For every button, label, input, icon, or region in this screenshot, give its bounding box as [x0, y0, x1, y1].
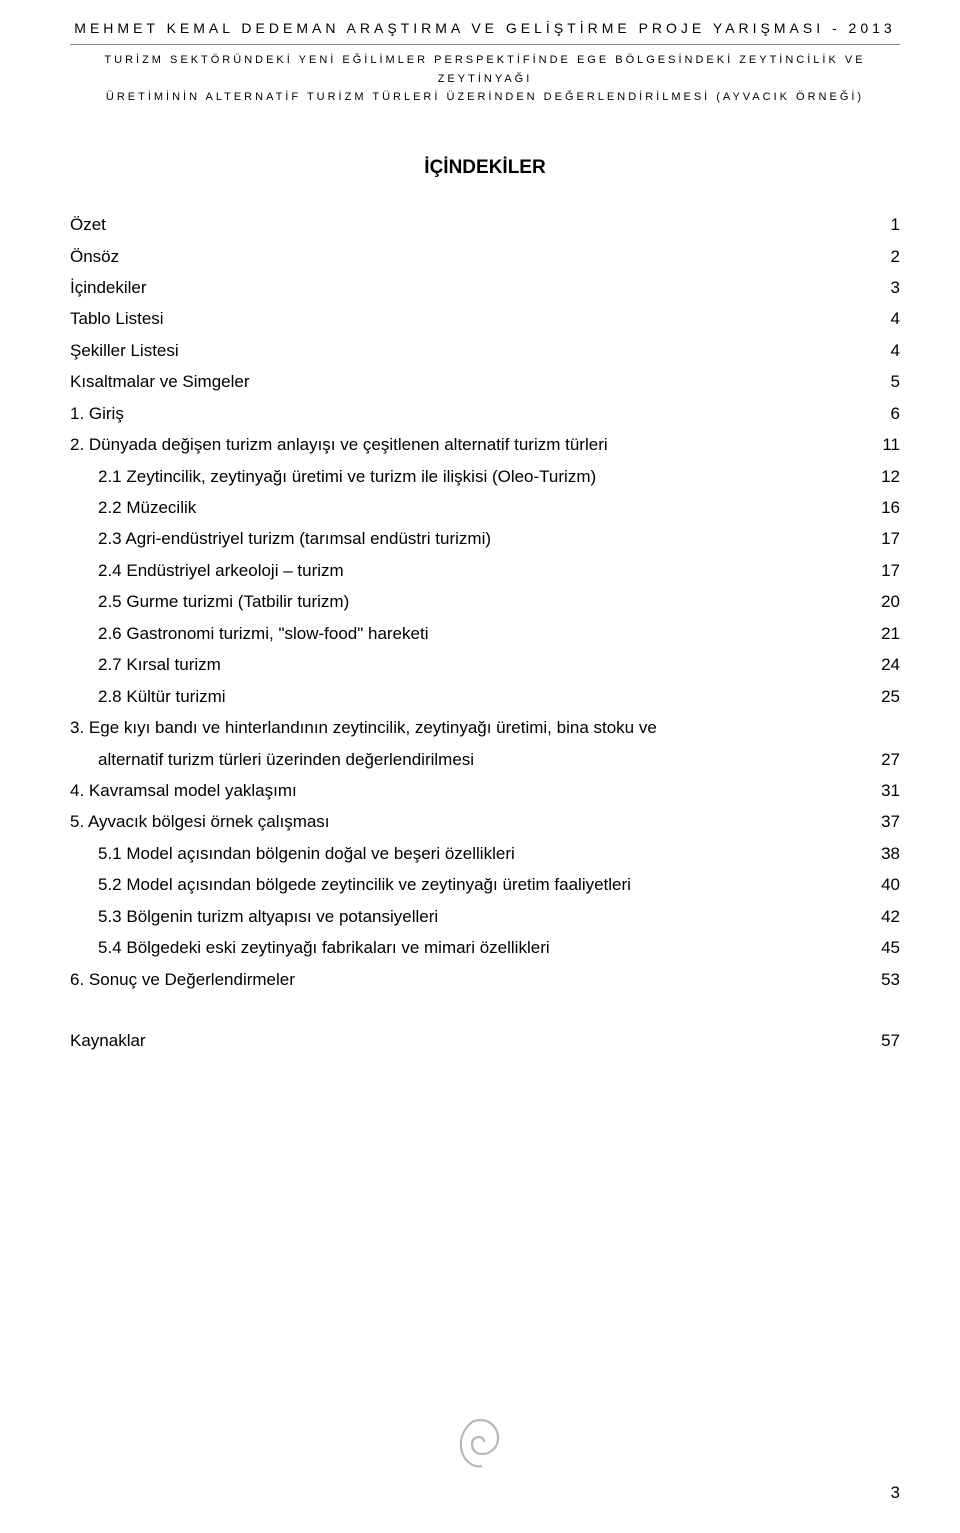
toc-wrap-line2: alternatif turizm türleri üzerinden değe… — [98, 744, 474, 775]
toc-page: 17 — [881, 523, 900, 554]
toc-title: İÇİNDEKİLER — [70, 157, 900, 179]
toc-page: 21 — [881, 618, 900, 649]
toc-page: 40 — [881, 869, 900, 900]
table-of-contents-refs: Kaynaklar 57 — [70, 1025, 900, 1056]
toc-label: Kısaltmalar ve Simgeler — [70, 366, 250, 397]
toc-label: 5.3 Bölgenin turizm altyapısı ve potansi… — [98, 901, 438, 932]
toc-label: 2.5 Gurme turizmi (Tatbilir turizm) — [98, 586, 349, 617]
toc-page: 4 — [891, 335, 900, 366]
toc-page: 45 — [881, 932, 900, 963]
toc-page: 12 — [881, 461, 900, 492]
header-title: MEHMET KEMAL DEDEMAN ARAŞTIRMA VE GELİŞT… — [70, 20, 900, 36]
toc-page: 42 — [881, 901, 900, 932]
toc-entry-wrapped: 3. Ege kıyı bandı ve hinterlandının zeyt… — [70, 712, 900, 775]
toc-label: 5.1 Model açısından bölgenin doğal ve be… — [98, 838, 515, 869]
toc-label: 2.6 Gastronomi turizmi, "slow-food" hare… — [98, 618, 428, 649]
page-number: 3 — [891, 1483, 900, 1503]
footer-logo — [452, 1414, 508, 1481]
toc-page: 17 — [881, 555, 900, 586]
table-of-contents-cont: 4. Kavramsal model yaklaşımı315. Ayvacık… — [70, 775, 900, 995]
toc-entry: 2.4 Endüstriyel arkeoloji – turizm 17 — [70, 555, 900, 586]
toc-label: Kaynaklar — [70, 1025, 146, 1056]
toc-entry: 6. Sonuç ve Değerlendirmeler 53 — [70, 964, 900, 995]
toc-entry: Önsöz 2 — [70, 241, 900, 272]
table-of-contents: Özet1Önsöz2İçindekiler3Tablo Listesi4Şek… — [70, 209, 900, 712]
toc-entry: 2.6 Gastronomi turizmi, "slow-food" hare… — [70, 618, 900, 649]
toc-label: İçindekiler — [70, 272, 147, 303]
toc-entry: 2.8 Kültür turizmi 25 — [70, 681, 900, 712]
toc-entry: Tablo Listesi 4 — [70, 303, 900, 334]
toc-entry: 5.1 Model açısından bölgenin doğal ve be… — [70, 838, 900, 869]
toc-label: 5. Ayvacık bölgesi örnek çalışması — [70, 806, 330, 837]
toc-page: 27 — [881, 744, 900, 775]
toc-page: 4 — [891, 303, 900, 334]
toc-label: 5.2 Model açısından bölgede zeytincilik … — [98, 869, 631, 900]
toc-entry: 2.7 Kırsal turizm 24 — [70, 649, 900, 680]
toc-entry: 1. Giriş 6 — [70, 398, 900, 429]
toc-page: 38 — [881, 838, 900, 869]
toc-entry: 2.1 Zeytincilik, zeytinyağı üretimi ve t… — [70, 461, 900, 492]
toc-page: 11 — [882, 429, 900, 460]
toc-label: 5.4 Bölgedeki eski zeytinyağı fabrikalar… — [98, 932, 550, 963]
toc-label: 4. Kavramsal model yaklaşımı — [70, 775, 297, 806]
toc-entry: 5. Ayvacık bölgesi örnek çalışması 37 — [70, 806, 900, 837]
toc-label: 2.3 Agri-endüstriyel turizm (tarımsal en… — [98, 523, 491, 554]
toc-label: 6. Sonuç ve Değerlendirmeler — [70, 964, 295, 995]
toc-entry: 5.2 Model açısından bölgede zeytincilik … — [70, 869, 900, 900]
toc-entry: 5.3 Bölgenin turizm altyapısı ve potansi… — [70, 901, 900, 932]
toc-entry: 2. Dünyada değişen turizm anlayışı ve çe… — [70, 429, 900, 460]
toc-page: 3 — [891, 272, 900, 303]
toc-label: Önsöz — [70, 241, 119, 272]
toc-page: 5 — [891, 366, 900, 397]
toc-label: Şekiller Listesi — [70, 335, 179, 366]
logo-icon — [452, 1414, 508, 1476]
toc-page: 25 — [881, 681, 900, 712]
toc-page: 20 — [881, 586, 900, 617]
toc-page: 57 — [881, 1025, 900, 1056]
toc-page: 24 — [881, 649, 900, 680]
toc-label: Tablo Listesi — [70, 303, 164, 334]
subtitle-line1: TURİZM SEKTÖRÜNDEKİ YENİ EĞİLİMLER PERSP… — [104, 54, 865, 85]
toc-label: 2.1 Zeytincilik, zeytinyağı üretimi ve t… — [98, 461, 596, 492]
divider-top — [70, 44, 900, 45]
toc-wrap-line1: 3. Ege kıyı bandı ve hinterlandının zeyt… — [70, 712, 900, 743]
toc-page: 2 — [891, 241, 900, 272]
toc-label: Özet — [70, 209, 106, 240]
toc-entry: Özet 1 — [70, 209, 900, 240]
toc-entry: 2.5 Gurme turizmi (Tatbilir turizm) 20 — [70, 586, 900, 617]
toc-entry: 2.2 Müzecilik 16 — [70, 492, 900, 523]
toc-entry: Kısaltmalar ve Simgeler 5 — [70, 366, 900, 397]
toc-entry: 4. Kavramsal model yaklaşımı 31 — [70, 775, 900, 806]
toc-entry: 5.4 Bölgedeki eski zeytinyağı fabrikalar… — [70, 932, 900, 963]
toc-label: 2. Dünyada değişen turizm anlayışı ve çe… — [70, 429, 608, 460]
toc-page: 6 — [891, 398, 900, 429]
toc-page: 53 — [881, 964, 900, 995]
subtitle-line2: ÜRETİMİNİN ALTERNATİF TURİZM TÜRLERİ ÜZE… — [106, 91, 864, 103]
toc-label: 2.2 Müzecilik — [98, 492, 196, 523]
toc-label: 2.8 Kültür turizmi — [98, 681, 226, 712]
toc-label: 2.7 Kırsal turizm — [98, 649, 221, 680]
toc-page: 1 — [891, 209, 900, 240]
toc-page: 16 — [881, 492, 900, 523]
toc-entry: Kaynaklar 57 — [70, 1025, 900, 1056]
toc-label: 2.4 Endüstriyel arkeoloji – turizm — [98, 555, 344, 586]
toc-page: 31 — [881, 775, 900, 806]
header-subtitle: TURİZM SEKTÖRÜNDEKİ YENİ EĞİLİMLER PERSP… — [70, 51, 900, 107]
toc-entry: 2.3 Agri-endüstriyel turizm (tarımsal en… — [70, 523, 900, 554]
toc-entry: Şekiller Listesi 4 — [70, 335, 900, 366]
toc-entry: İçindekiler 3 — [70, 272, 900, 303]
toc-page: 37 — [881, 806, 900, 837]
toc-label: 1. Giriş — [70, 398, 124, 429]
